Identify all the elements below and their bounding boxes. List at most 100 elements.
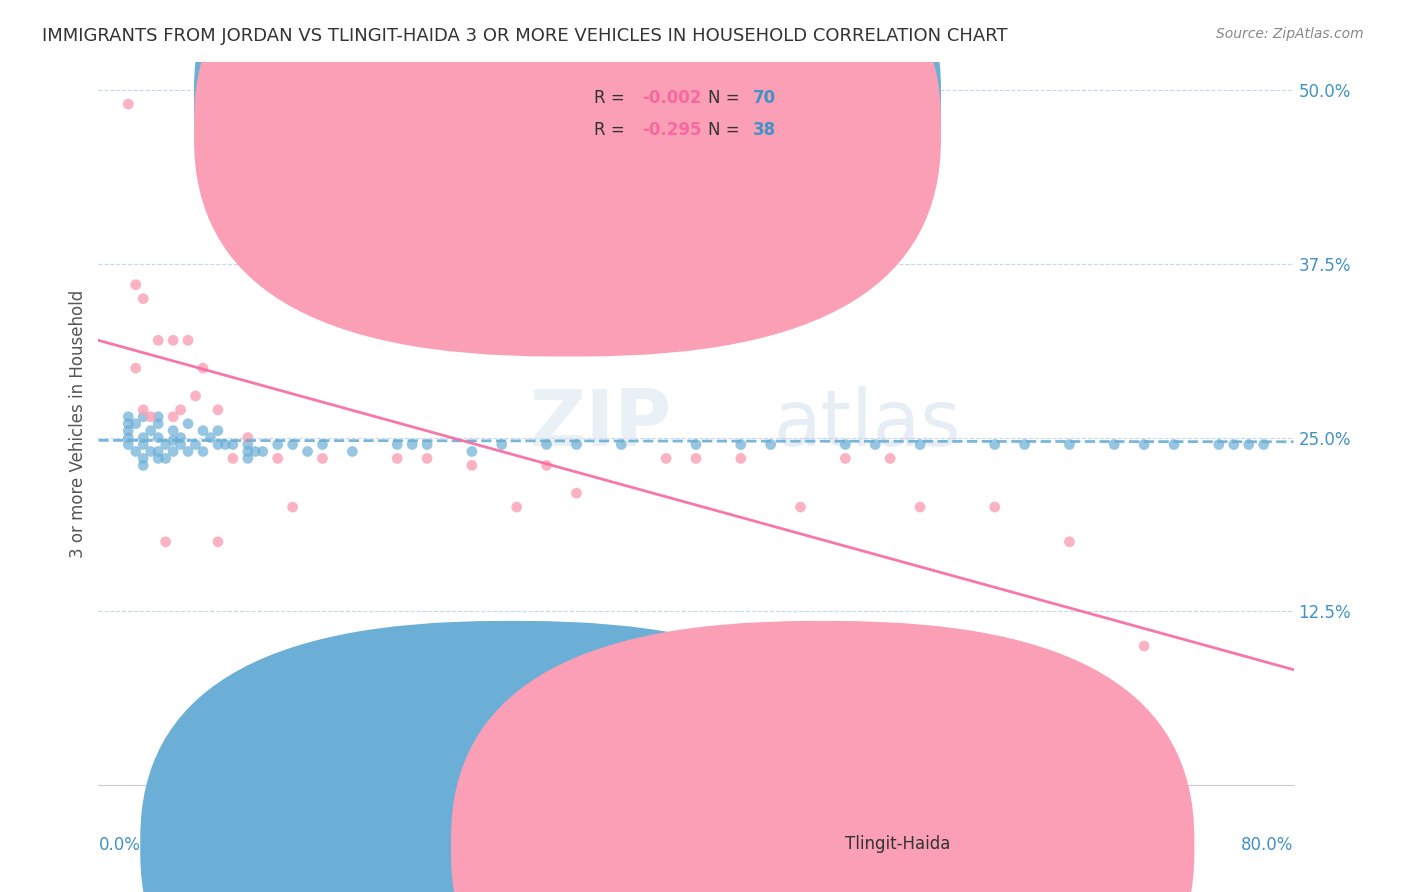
Point bbox=[155, 534, 177, 549]
Point bbox=[416, 437, 439, 451]
Point bbox=[789, 500, 811, 514]
Point bbox=[139, 444, 162, 458]
Text: IMMIGRANTS FROM JORDAN VS TLINGIT-HAIDA 3 OR MORE VEHICLES IN HOUSEHOLD CORRELAT: IMMIGRANTS FROM JORDAN VS TLINGIT-HAIDA … bbox=[42, 27, 1008, 45]
Text: 38: 38 bbox=[754, 120, 776, 138]
Point bbox=[132, 451, 155, 466]
Text: -0.295: -0.295 bbox=[643, 120, 702, 138]
Point bbox=[236, 431, 259, 445]
Point bbox=[834, 437, 856, 451]
Point bbox=[236, 437, 259, 451]
Point bbox=[565, 486, 588, 500]
Point bbox=[730, 437, 752, 451]
Point bbox=[155, 437, 177, 451]
Point bbox=[125, 444, 148, 458]
Text: Tlingit-Haida: Tlingit-Haida bbox=[845, 835, 950, 854]
Point bbox=[536, 437, 558, 451]
Point bbox=[865, 437, 887, 451]
Point bbox=[222, 437, 245, 451]
Point bbox=[685, 437, 707, 451]
FancyBboxPatch shape bbox=[529, 73, 863, 160]
Point bbox=[1014, 437, 1036, 451]
Point bbox=[342, 639, 364, 653]
Point bbox=[1104, 437, 1126, 451]
Point bbox=[416, 451, 439, 466]
Point bbox=[125, 277, 148, 292]
Point bbox=[162, 409, 184, 424]
Point bbox=[132, 437, 155, 451]
Point bbox=[1253, 437, 1275, 451]
Point bbox=[342, 444, 364, 458]
Point bbox=[267, 451, 290, 466]
Point bbox=[162, 334, 184, 348]
Point bbox=[117, 417, 139, 431]
Point bbox=[267, 437, 290, 451]
Point bbox=[214, 437, 236, 451]
Point bbox=[162, 444, 184, 458]
Point bbox=[132, 458, 155, 473]
Text: Immigrants from Jordan: Immigrants from Jordan bbox=[533, 835, 730, 854]
FancyBboxPatch shape bbox=[451, 621, 1194, 892]
Point bbox=[461, 458, 484, 473]
Point bbox=[311, 437, 333, 451]
Point bbox=[207, 437, 229, 451]
Point bbox=[117, 437, 139, 451]
Point bbox=[1133, 437, 1156, 451]
Point bbox=[200, 431, 222, 445]
Point bbox=[177, 417, 200, 431]
Point bbox=[191, 444, 214, 458]
Point bbox=[139, 424, 162, 438]
Point bbox=[401, 437, 423, 451]
Point bbox=[245, 444, 267, 458]
Point bbox=[908, 500, 931, 514]
Point bbox=[984, 437, 1007, 451]
Text: -0.002: -0.002 bbox=[643, 89, 702, 107]
Text: R =: R = bbox=[595, 89, 630, 107]
FancyBboxPatch shape bbox=[194, 0, 941, 325]
Point bbox=[207, 402, 229, 417]
Point bbox=[759, 437, 782, 451]
Point bbox=[132, 431, 155, 445]
Point bbox=[125, 361, 148, 376]
Point bbox=[117, 409, 139, 424]
Point bbox=[117, 431, 139, 445]
Point bbox=[177, 444, 200, 458]
Point bbox=[252, 444, 274, 458]
Point bbox=[281, 500, 304, 514]
Point bbox=[730, 451, 752, 466]
Point bbox=[132, 402, 155, 417]
Text: 80.0%: 80.0% bbox=[1241, 836, 1294, 854]
Point bbox=[385, 437, 409, 451]
Point bbox=[506, 500, 529, 514]
Point bbox=[1163, 437, 1185, 451]
Point bbox=[655, 451, 678, 466]
Text: N =: N = bbox=[709, 89, 745, 107]
Point bbox=[191, 424, 214, 438]
Y-axis label: 3 or more Vehicles in Household: 3 or more Vehicles in Household bbox=[69, 290, 87, 558]
Point bbox=[169, 431, 191, 445]
Point bbox=[1059, 437, 1081, 451]
Point bbox=[162, 424, 184, 438]
Point bbox=[236, 451, 259, 466]
Point bbox=[1059, 534, 1081, 549]
Point bbox=[685, 451, 707, 466]
Point bbox=[610, 437, 633, 451]
Point bbox=[148, 444, 170, 458]
Point bbox=[184, 389, 207, 403]
Point bbox=[148, 417, 170, 431]
Point bbox=[565, 437, 588, 451]
Point bbox=[1208, 437, 1230, 451]
FancyBboxPatch shape bbox=[141, 621, 883, 892]
Point bbox=[117, 97, 139, 112]
Point bbox=[148, 334, 170, 348]
Text: 70: 70 bbox=[754, 89, 776, 107]
Point bbox=[297, 444, 319, 458]
Point bbox=[236, 444, 259, 458]
Point bbox=[984, 500, 1007, 514]
Text: atlas: atlas bbox=[773, 385, 962, 462]
Point bbox=[385, 451, 409, 466]
Point bbox=[207, 534, 229, 549]
Point bbox=[148, 451, 170, 466]
FancyBboxPatch shape bbox=[194, 0, 941, 357]
Text: N =: N = bbox=[709, 120, 745, 138]
Point bbox=[461, 444, 484, 458]
